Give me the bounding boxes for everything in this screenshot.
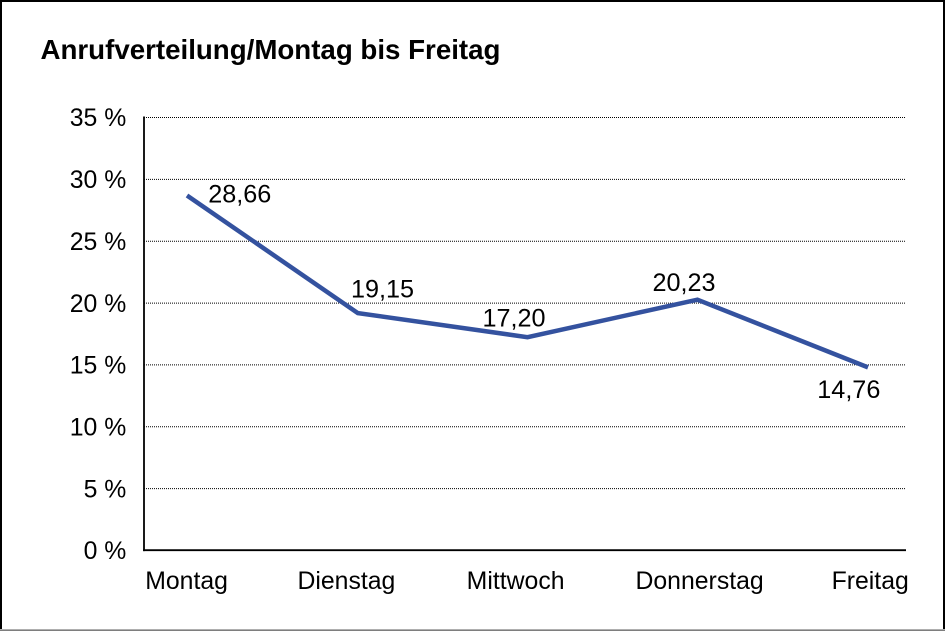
svg-text:Donnerstag: Donnerstag	[635, 568, 763, 595]
svg-text:15 %: 15 %	[70, 353, 127, 380]
svg-text:30 %: 30 %	[70, 167, 127, 194]
svg-text:35 %: 35 %	[70, 105, 127, 132]
svg-text:28,66: 28,66	[208, 181, 271, 209]
svg-text:Freitag: Freitag	[832, 568, 909, 595]
svg-text:20,23: 20,23	[653, 269, 716, 297]
svg-text:10 %: 10 %	[70, 415, 127, 442]
svg-text:5 %: 5 %	[84, 476, 127, 503]
svg-text:Anrufverteilung/Montag bis Fre: Anrufverteilung/Montag bis Freitag	[41, 34, 501, 65]
svg-text:19,15: 19,15	[351, 276, 414, 304]
svg-text:20 %: 20 %	[70, 291, 127, 318]
svg-text:0 %: 0 %	[84, 538, 127, 565]
svg-text:25 %: 25 %	[70, 229, 127, 256]
svg-text:14,76: 14,76	[817, 376, 880, 404]
svg-text:Montag: Montag	[145, 568, 228, 595]
svg-text:Mittwoch: Mittwoch	[467, 568, 565, 595]
svg-text:Dienstag: Dienstag	[297, 568, 395, 595]
svg-text:17,20: 17,20	[483, 304, 546, 332]
